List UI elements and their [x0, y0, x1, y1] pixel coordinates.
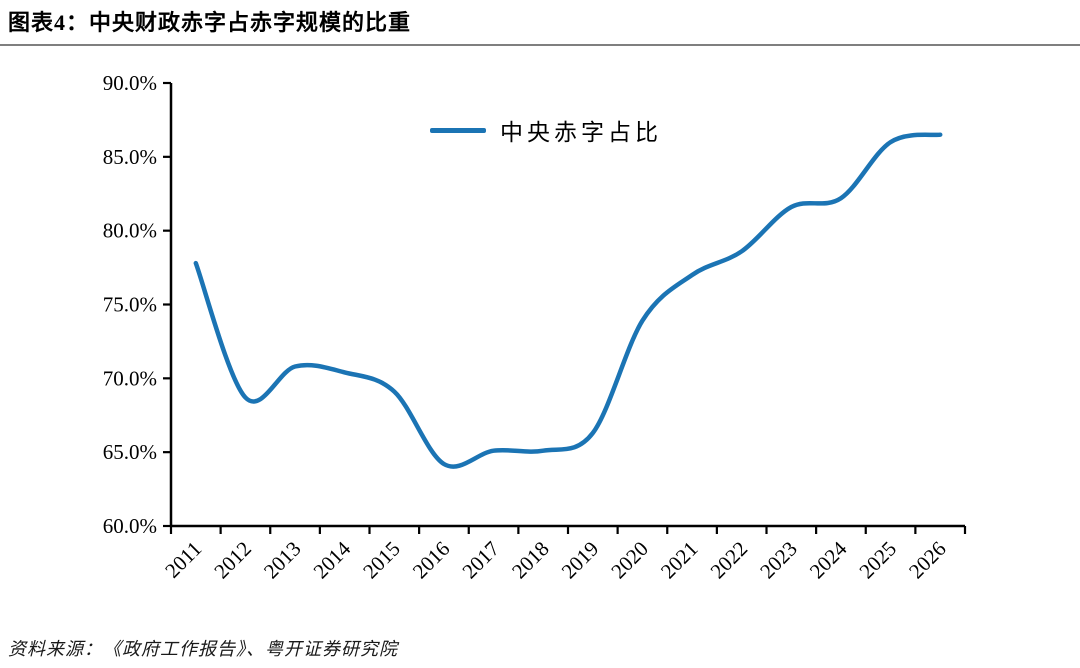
y-axis-label: 90.0% [103, 71, 157, 95]
x-axis-label: 2019 [557, 537, 604, 584]
y-axis-label: 80.0% [103, 219, 157, 243]
title-divider [0, 44, 1080, 46]
x-axis-label: 2013 [259, 537, 306, 584]
x-axis-label: 2018 [507, 537, 554, 584]
y-axis-label: 65.0% [103, 440, 157, 464]
chart-title: 图表4：中央财政赤字占赤字规模的比重 [8, 10, 412, 35]
x-axis-label: 2016 [408, 537, 455, 584]
x-axis-label: 2014 [309, 536, 356, 583]
y-axis-label: 70.0% [103, 366, 157, 390]
source-note: 资料来源：《政府工作报告》、粤开证券研究院 [8, 639, 398, 659]
x-axis-label: 2011 [160, 537, 206, 583]
x-axis-label: 2025 [854, 537, 901, 584]
x-axis-label: 2026 [904, 537, 951, 584]
legend: 中央赤字占比 [430, 113, 662, 147]
x-axis-label: 2021 [656, 537, 703, 584]
series-line [193, 132, 943, 469]
y-axis-label: 60.0% [103, 514, 157, 538]
x-axis-label: 2023 [755, 537, 802, 584]
x-axis-label: 2022 [706, 537, 753, 584]
y-axis-label: 85.0% [103, 145, 157, 169]
y-axis-label: 75.0% [103, 293, 157, 317]
legend-line-swatch [430, 127, 486, 133]
x-axis-label: 2024 [805, 536, 852, 583]
x-axis-label: 2012 [209, 537, 256, 584]
x-axis-label: 2020 [606, 537, 653, 584]
x-axis-label: 2017 [457, 537, 504, 584]
legend-label: 中央赤字占比 [500, 120, 662, 145]
x-axis-label: 2015 [358, 537, 405, 584]
